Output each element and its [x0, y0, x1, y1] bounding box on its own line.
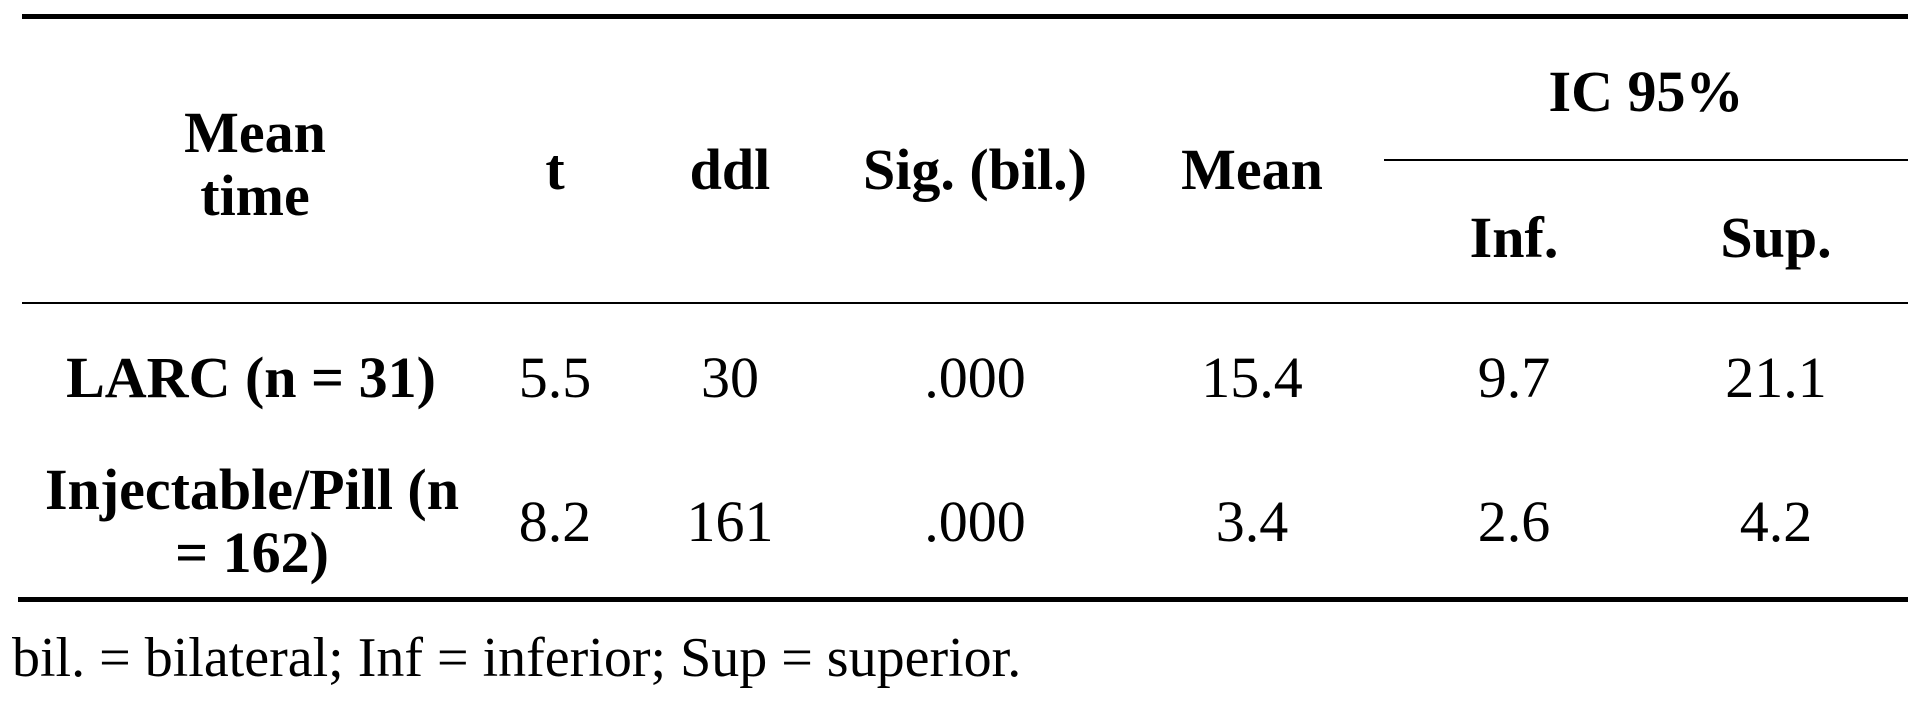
header-ic-95: IC 95% [1548, 58, 1744, 124]
ic-group-rule [1384, 159, 1908, 161]
cell-inf: 9.7 [1477, 344, 1551, 410]
cell-sig: .000 [924, 488, 1026, 554]
cell-ddl: 30 [701, 344, 759, 410]
row-label: Injectable/Pill (n = 162) [44, 457, 459, 585]
header-mean: Mean [1181, 136, 1323, 202]
cell-t: 5.5 [518, 344, 592, 410]
cell-mean: 3.4 [1215, 488, 1289, 554]
table-footnote: bil. = bilateral; Inf = inferior; Sup = … [12, 627, 1022, 689]
row-label: LARC (n = 31) [66, 344, 436, 410]
table-top-rule [22, 14, 1908, 19]
cell-inf: 2.6 [1477, 488, 1551, 554]
cell-ddl: 161 [686, 488, 774, 554]
cell-t: 8.2 [518, 488, 592, 554]
header-sig: Sig. (bil.) [863, 136, 1087, 202]
cell-sup: 21.1 [1725, 344, 1827, 410]
header-inf: Inf. [1469, 204, 1559, 270]
header-ddl: ddl [689, 136, 771, 202]
header-sup: Sup. [1720, 204, 1832, 270]
header-bottom-rule [22, 302, 1908, 304]
cell-sup: 4.2 [1739, 488, 1813, 554]
cell-mean: 15.4 [1201, 344, 1303, 410]
table-bottom-rule [18, 597, 1908, 602]
header-t: t [545, 136, 565, 202]
header-mean-time: Mean time [184, 100, 326, 228]
cell-sig: .000 [924, 344, 1026, 410]
